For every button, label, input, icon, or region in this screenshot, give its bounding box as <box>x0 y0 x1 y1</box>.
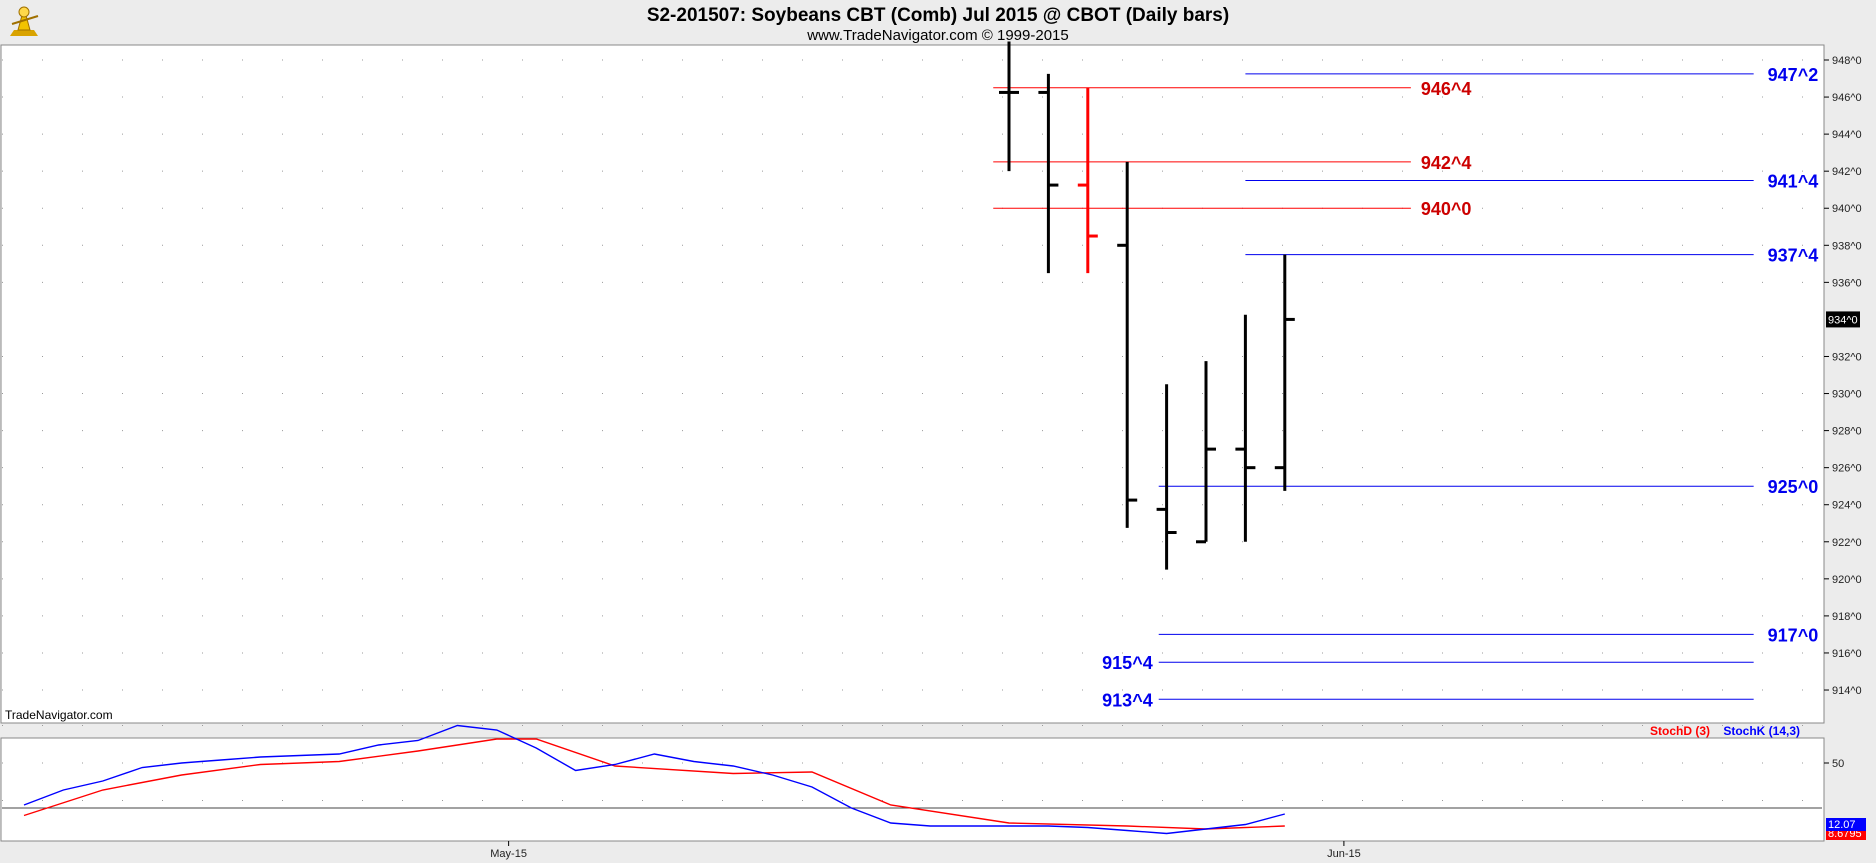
stoch-series-line <box>23 724 1285 835</box>
level-label: 917^0 <box>1768 625 1819 645</box>
level-label: 940^0 <box>1421 199 1472 219</box>
level-label: 946^4 <box>1421 79 1472 99</box>
level-label: 913^4 <box>1102 690 1153 710</box>
y-tick-label: 944^0 <box>1832 129 1862 141</box>
y-tick-label: 942^0 <box>1832 166 1862 178</box>
legend-stochd: StochD (3) <box>1650 724 1710 738</box>
y-tick-label: 946^0 <box>1832 92 1862 104</box>
level-label: 937^4 <box>1768 246 1819 266</box>
level-label: 925^0 <box>1768 477 1819 497</box>
legend-stochk: StochK (14,3) <box>1723 724 1800 738</box>
logo <box>10 6 39 36</box>
y-tick-label: 926^0 <box>1832 463 1862 475</box>
sextant-logo-icon <box>10 6 39 36</box>
y-tick-label: 928^0 <box>1832 426 1862 438</box>
y-tick-label: 940^0 <box>1832 203 1862 215</box>
stoch-lines <box>23 724 1285 835</box>
y-tick-label: 924^0 <box>1832 500 1862 512</box>
y-tick-label: 914^0 <box>1832 685 1862 697</box>
stoch-y-tick-label: 50 <box>1832 758 1844 770</box>
y-tick-label: 932^0 <box>1832 351 1862 363</box>
level-label: 947^2 <box>1768 65 1819 85</box>
chart-subtitle: www.TradeNavigator.com © 1999-2015 <box>806 27 1068 44</box>
date-axis: May-15 Jun-15 <box>490 841 1361 860</box>
price-panel <box>0 44 1825 724</box>
level-label: 941^4 <box>1768 171 1819 191</box>
y-tick-label: 920^0 <box>1832 574 1862 586</box>
y-tick-label: 918^0 <box>1832 611 1862 623</box>
price-bars <box>999 41 1295 570</box>
last-price-box <box>1826 311 1860 328</box>
level-label: 942^4 <box>1421 153 1472 173</box>
chart-title: S2-201507: Soybeans CBT (Comb) Jul 2015 … <box>647 5 1229 26</box>
y-tick-label: 938^0 <box>1832 240 1862 252</box>
level-label: 915^4 <box>1102 653 1153 673</box>
y-tick-label: 948^0 <box>1832 55 1862 67</box>
x-tick-label: May-15 <box>490 848 527 860</box>
stoch-legend: StochD (3) StochK (14,3) <box>1650 724 1800 738</box>
y-tick-label: 930^0 <box>1832 389 1862 401</box>
price-axis: 948^0 946^0 944^0 942^0 940^0 938^0 936^0 932^0… <box>1824 55 1862 697</box>
stoch-series-line <box>23 738 1285 830</box>
stoch-panel <box>0 737 1825 842</box>
x-tick-label: Jun-15 <box>1327 848 1361 860</box>
y-tick-label: 936^0 <box>1832 277 1862 289</box>
y-tick-label: 916^0 <box>1832 648 1862 660</box>
price-levels: 946^4 942^4 940^0 947^2 941^4 937^4 925^0 917^0… <box>993 65 1818 710</box>
watermark: TradeNavigator.com <box>5 708 113 722</box>
stoch-last-value-box <box>1826 818 1866 831</box>
stoch-last-value-label: 12.07 <box>1828 819 1856 831</box>
last-price-label: 934^0 <box>1828 314 1858 326</box>
y-tick-label: 922^0 <box>1832 537 1862 549</box>
